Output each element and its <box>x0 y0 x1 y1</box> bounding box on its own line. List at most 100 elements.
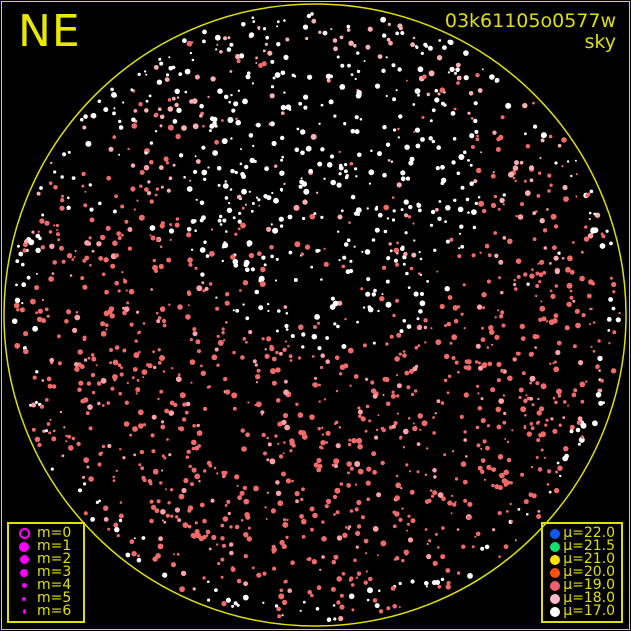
star <box>317 427 321 431</box>
star <box>578 360 584 366</box>
star <box>525 394 528 397</box>
star <box>100 321 106 327</box>
star <box>154 508 160 514</box>
star <box>80 117 84 122</box>
star <box>453 198 457 202</box>
star <box>199 114 203 118</box>
star <box>316 585 322 591</box>
star <box>120 366 123 370</box>
star <box>492 130 497 135</box>
star <box>245 267 250 273</box>
magnitude-legend-item: m=3 <box>15 565 77 579</box>
star <box>152 258 156 263</box>
mu-legend-item: μ=17.0 <box>549 604 615 618</box>
star <box>203 406 208 411</box>
star <box>333 463 339 469</box>
star <box>436 270 439 273</box>
star <box>132 426 138 432</box>
star <box>372 341 376 345</box>
star <box>217 183 221 187</box>
star <box>342 532 348 538</box>
star <box>480 151 483 154</box>
star <box>96 381 102 386</box>
star <box>355 530 361 537</box>
star <box>390 393 396 399</box>
star <box>552 396 556 400</box>
star <box>480 447 483 450</box>
star <box>351 438 357 444</box>
star <box>359 118 363 121</box>
star <box>41 318 47 324</box>
star <box>423 318 428 323</box>
star <box>463 430 467 434</box>
star <box>553 224 559 229</box>
star <box>534 346 537 349</box>
star <box>137 409 144 416</box>
star <box>445 205 451 211</box>
magnitude-legend-item: m=6 <box>15 604 77 618</box>
star <box>574 308 580 314</box>
star <box>14 297 21 303</box>
star <box>50 467 54 471</box>
star <box>494 77 500 83</box>
star <box>179 392 186 399</box>
star <box>304 244 311 250</box>
horizon-circle <box>3 3 627 627</box>
star <box>260 410 265 415</box>
star <box>189 51 193 55</box>
star <box>117 236 122 240</box>
star <box>247 526 251 530</box>
star <box>537 467 543 472</box>
star <box>118 513 124 519</box>
star <box>59 205 65 211</box>
star <box>82 337 87 342</box>
star <box>374 603 380 609</box>
star <box>55 223 60 228</box>
star <box>555 470 559 474</box>
star <box>49 243 55 249</box>
star <box>63 426 66 429</box>
star <box>338 372 343 376</box>
star <box>15 259 20 264</box>
star <box>127 246 132 251</box>
star <box>540 300 543 303</box>
mu-legend-item: μ=20.0 <box>549 565 615 579</box>
star <box>449 237 454 242</box>
star <box>255 123 259 127</box>
star <box>201 215 206 221</box>
star <box>279 588 284 593</box>
star <box>138 423 144 429</box>
star <box>500 115 505 120</box>
star <box>345 269 351 275</box>
star <box>407 215 412 219</box>
star <box>191 439 197 446</box>
star <box>123 421 130 427</box>
star <box>174 102 179 108</box>
star <box>263 451 267 456</box>
star <box>236 484 239 487</box>
star <box>389 334 394 339</box>
star <box>459 224 464 229</box>
star <box>363 580 368 585</box>
star <box>197 444 201 448</box>
star <box>225 292 230 297</box>
star <box>88 476 94 482</box>
star <box>205 254 210 258</box>
star <box>516 274 521 279</box>
star <box>248 190 251 193</box>
star <box>483 478 487 481</box>
star <box>386 217 390 220</box>
star <box>450 111 456 116</box>
star <box>409 156 415 162</box>
star <box>83 114 88 119</box>
star <box>450 512 453 515</box>
star <box>406 385 411 390</box>
mu-legend-item: μ=22.0 <box>549 526 615 540</box>
star <box>431 108 436 113</box>
star <box>443 453 447 457</box>
star <box>301 487 305 492</box>
star <box>427 498 432 503</box>
star <box>476 443 481 448</box>
star <box>185 314 191 320</box>
star <box>41 379 45 382</box>
